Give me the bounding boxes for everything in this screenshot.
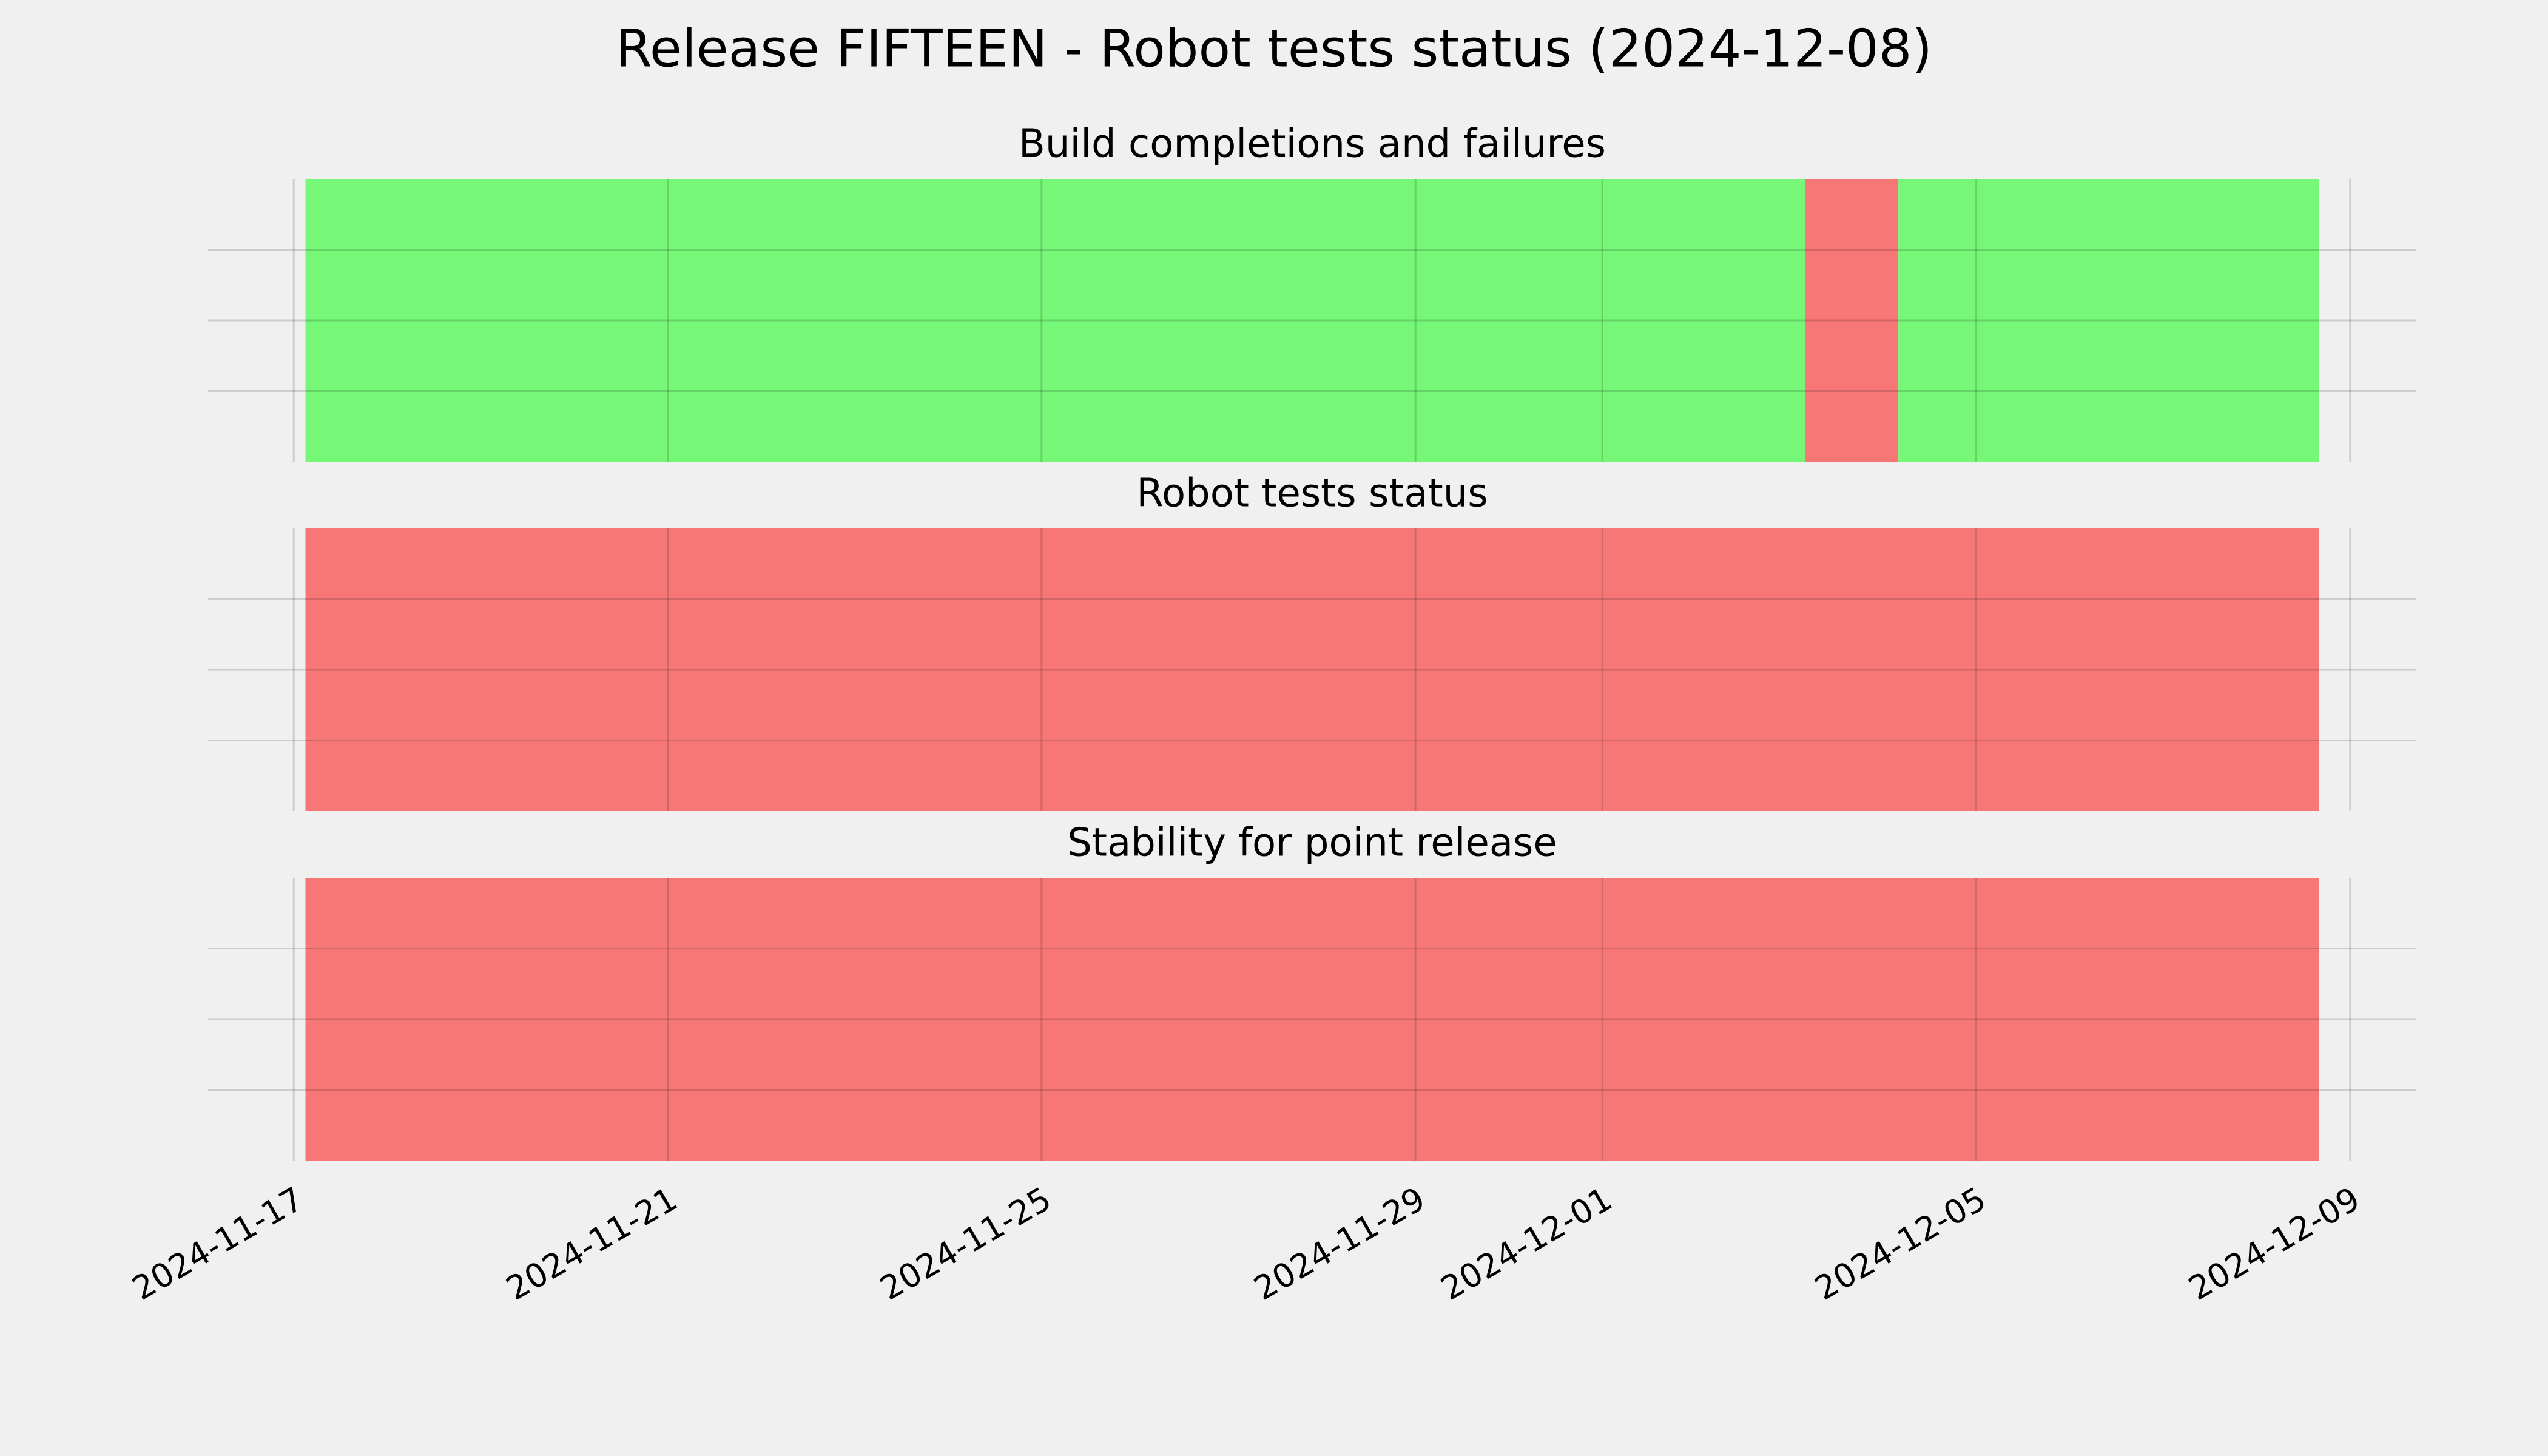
status-span xyxy=(1805,179,1899,462)
panel-title: Robot tests status xyxy=(1136,471,1488,516)
status-span xyxy=(305,528,2319,811)
panel-title: Stability for point release xyxy=(1067,821,1557,866)
status-span xyxy=(1898,179,2319,462)
panel-title: Build completions and failures xyxy=(1019,122,1606,167)
status-span xyxy=(305,878,2319,1161)
figure-title: Release FIFTEEN - Robot tests status (20… xyxy=(616,18,1932,79)
status-span xyxy=(305,179,1805,462)
